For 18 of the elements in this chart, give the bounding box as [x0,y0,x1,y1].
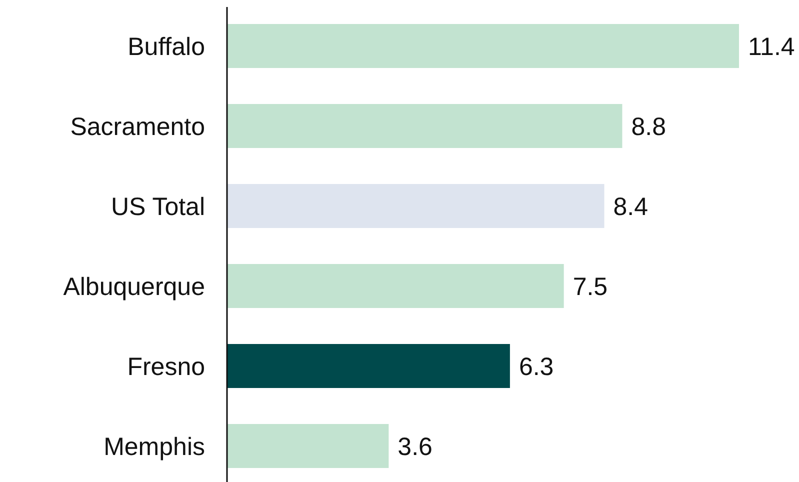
y-tick-label: Albuquerque [63,272,205,301]
bar [227,424,389,468]
y-tick-label: Fresno [127,352,205,381]
data-label: 8.8 [631,112,666,141]
y-tick-label: Sacramento [70,112,205,141]
data-label: 8.4 [613,192,648,221]
y-tick-label: US Total [110,192,205,221]
bar [227,264,564,308]
data-label: 6.3 [518,352,554,381]
bar [227,24,739,68]
bar [227,184,604,228]
data-label: 11.4 [748,32,795,61]
data-label: 3.6 [398,432,432,461]
data-label: 7.5 [572,272,608,301]
y-tick-label: Memphis [104,432,205,461]
bar [227,104,622,148]
bar [227,344,510,388]
y-tick-label: Buffalo [128,32,205,61]
